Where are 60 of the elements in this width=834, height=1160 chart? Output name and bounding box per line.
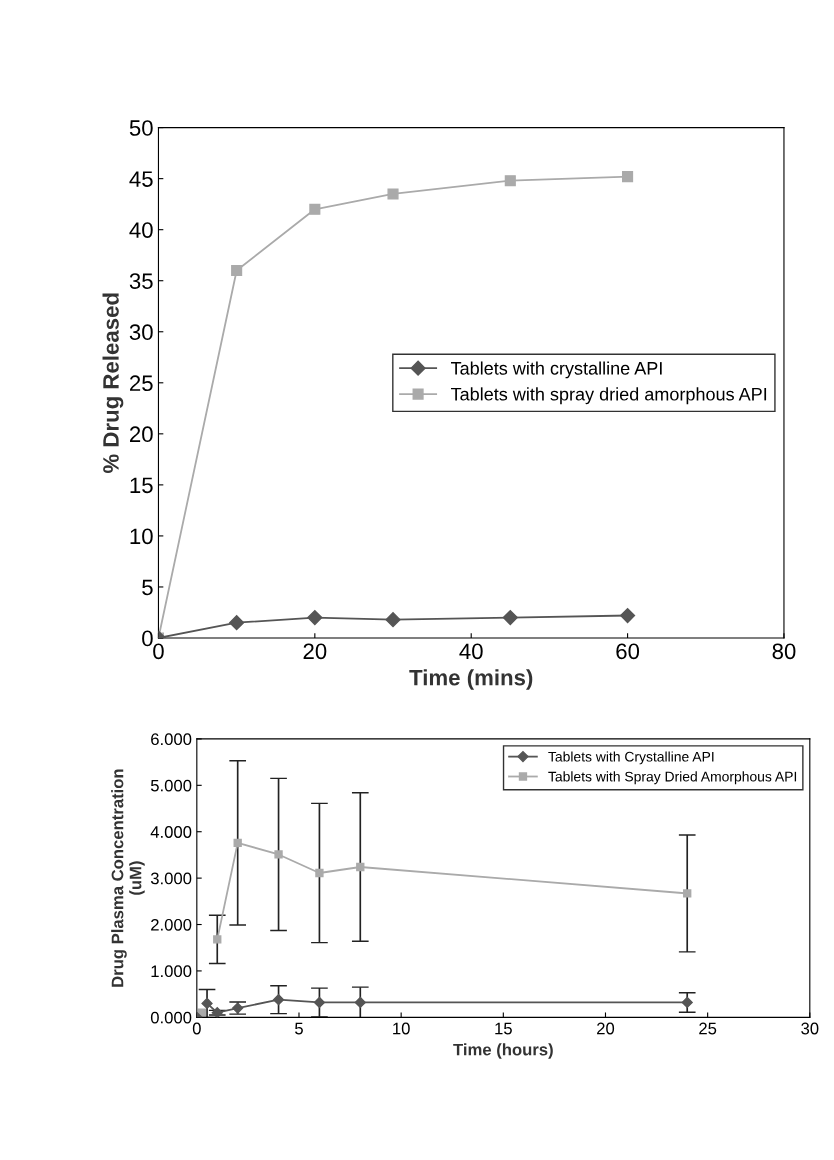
x-tick-label: 10: [393, 1022, 410, 1035]
point: [387, 188, 399, 200]
x-tick-label: 0: [192, 1022, 201, 1035]
legend-label: Tablets with spray dried amorphous API: [451, 387, 767, 405]
point: [502, 610, 518, 626]
point: [233, 838, 242, 848]
point: [211, 1007, 223, 1018]
point: [356, 862, 365, 872]
x-tick-label: 5: [295, 1022, 303, 1035]
x-tick-label: 25: [699, 1022, 717, 1035]
y-tick-label: 35: [129, 273, 153, 289]
y-tick-label: 10: [130, 528, 153, 545]
legend-label: Tablets with Spray Dried Amorphous API: [548, 771, 797, 785]
x-tick-label: 60: [616, 643, 640, 660]
y-tick-label: 20: [130, 426, 153, 443]
point: [683, 889, 692, 898]
point: [213, 935, 222, 944]
y-tick-label: 6.000: [151, 733, 192, 746]
y-tick-label: 0: [142, 630, 153, 647]
point: [313, 996, 326, 1009]
point: [229, 615, 245, 631]
point: [201, 997, 213, 1010]
point: [272, 994, 285, 1006]
x-tick-label: 80: [772, 643, 796, 660]
y-tick-label: 45: [129, 171, 153, 187]
y-tick-label: 15: [130, 477, 153, 494]
y-tick-label: 5: [142, 579, 153, 596]
point: [681, 996, 693, 1009]
point: [354, 996, 366, 1009]
x-axis-title: Time (hours): [453, 1043, 553, 1059]
point: [232, 1002, 244, 1014]
x-tick-label: 15: [495, 1022, 512, 1035]
x-tick-label: 30: [801, 1022, 819, 1035]
point: [385, 612, 401, 628]
y-tick-label: 50: [129, 120, 153, 136]
y-tick-label: 0.000: [150, 1011, 192, 1024]
point: [309, 203, 321, 215]
y-axis-title: Drug Plasma Concentration (uM): [111, 769, 145, 987]
y-tick-label: 4.000: [150, 826, 192, 838]
point: [231, 264, 243, 277]
x-tick-label: 40: [459, 643, 483, 660]
y-tick-label: 25: [130, 375, 153, 392]
y-tick-label: 30: [129, 324, 153, 341]
point: [622, 171, 634, 183]
point: [315, 868, 324, 878]
y-tick-label: 3.000: [150, 872, 192, 885]
y-tick-label: 1.000: [151, 965, 192, 978]
point: [307, 610, 323, 626]
point: [620, 607, 636, 624]
y-axis-title: % Drug Released: [102, 293, 124, 474]
point: [274, 850, 283, 859]
y-tick-label: 2.000: [151, 918, 192, 931]
legend-label: Tablets with Crystalline API: [548, 751, 714, 765]
x-axis-title: Time (mins): [409, 669, 533, 690]
x-tick-label: 20: [597, 1022, 615, 1035]
legend-label: Tablets with crystalline API: [451, 361, 662, 379]
point: [504, 175, 516, 187]
y-tick-label: 5.000: [150, 779, 192, 792]
x-tick-label: 20: [303, 643, 327, 660]
y-tick-label: 40: [129, 222, 153, 238]
